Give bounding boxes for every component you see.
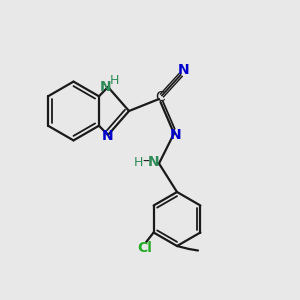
Text: C: C: [156, 90, 165, 104]
Text: H: H: [134, 155, 144, 169]
Text: N: N: [102, 130, 114, 143]
Text: N: N: [178, 63, 189, 76]
Text: N: N: [148, 155, 159, 169]
Text: Cl: Cl: [137, 241, 152, 254]
Text: N: N: [170, 128, 181, 142]
Text: –: –: [142, 155, 149, 169]
Text: N: N: [100, 80, 111, 94]
Text: H: H: [110, 74, 119, 87]
